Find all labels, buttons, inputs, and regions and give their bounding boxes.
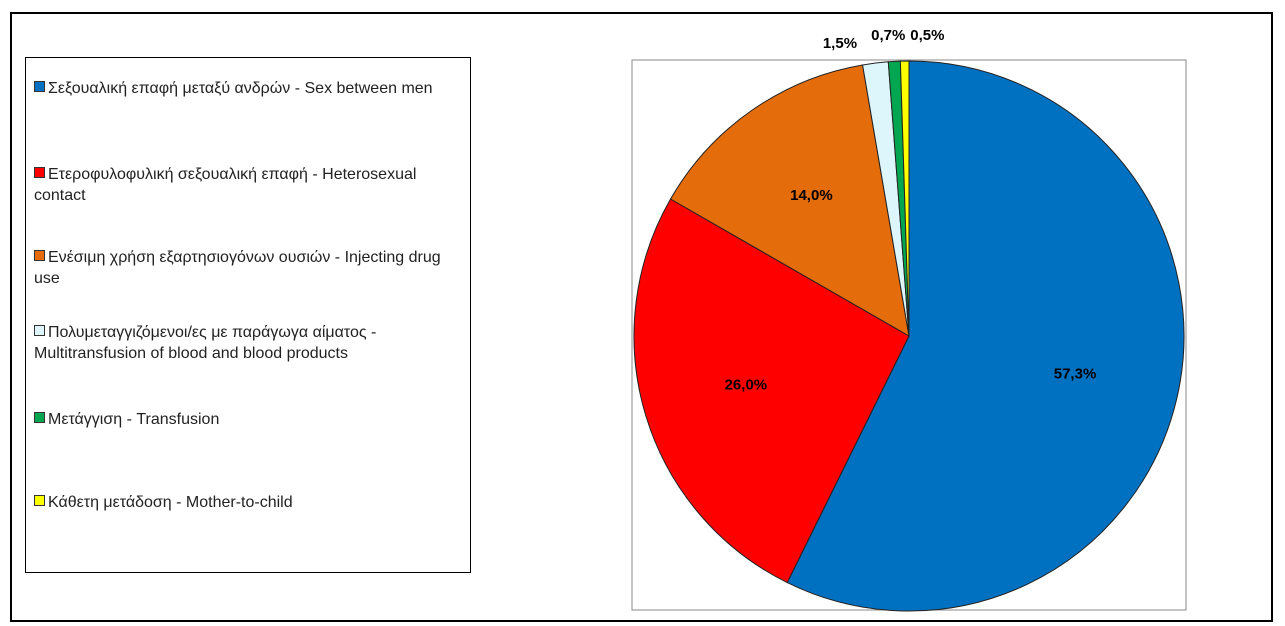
legend-label: Πολυμεταγγιζόμενοι/ες με παράγωγα αίματο…	[34, 324, 377, 362]
legend: Σεξουαλική επαφή μεταξύ ανδρών - Sex bet…	[25, 57, 471, 573]
pie-slice	[669, 64, 910, 337]
legend-swatch	[34, 250, 45, 261]
legend-swatch	[34, 325, 45, 336]
legend-label: Ενέσιμη χρήση εξαρτησιογόνων ουσιών - In…	[34, 249, 441, 287]
legend-item: Ετεροφυλοφυλική σεξουαλική επαφή - Heter…	[34, 164, 464, 206]
legend-label: Ετεροφυλοφυλική σεξουαλική επαφή - Heter…	[34, 166, 417, 204]
legend-swatch	[34, 81, 45, 92]
chart-frame	[10, 12, 1273, 622]
pie-slice	[786, 60, 1185, 612]
pie-slice	[633, 198, 910, 584]
data-label: 1,5%	[823, 35, 857, 52]
legend-item: Πολυμεταγγιζόμενοι/ες με παράγωγα αίματο…	[34, 322, 464, 364]
legend-label: Σεξουαλική επαφή μεταξύ ανδρών - Sex bet…	[48, 80, 433, 97]
data-label: 0,5%	[910, 27, 944, 44]
data-label: 26,0%	[725, 377, 768, 394]
legend-swatch	[34, 167, 45, 178]
legend-swatch	[34, 412, 45, 423]
data-label: 57,3%	[1054, 366, 1097, 383]
data-label: 0,7%	[871, 27, 905, 44]
data-label: 14,0%	[790, 187, 833, 204]
legend-item: Ενέσιμη χρήση εξαρτησιογόνων ουσιών - In…	[34, 247, 464, 289]
legend-item: Σεξουαλική επαφή μεταξύ ανδρών - Sex bet…	[34, 78, 464, 99]
legend-label: Μετάγγιση - Transfusion	[48, 411, 220, 428]
pie-slice	[899, 60, 910, 337]
legend-swatch	[34, 495, 45, 506]
legend-item: Μετάγγιση - Transfusion	[34, 409, 464, 430]
legend-label: Κάθετη μετάδοση - Mother-to-child	[48, 494, 293, 511]
legend-item: Κάθετη μετάδοση - Mother-to-child	[34, 492, 464, 513]
